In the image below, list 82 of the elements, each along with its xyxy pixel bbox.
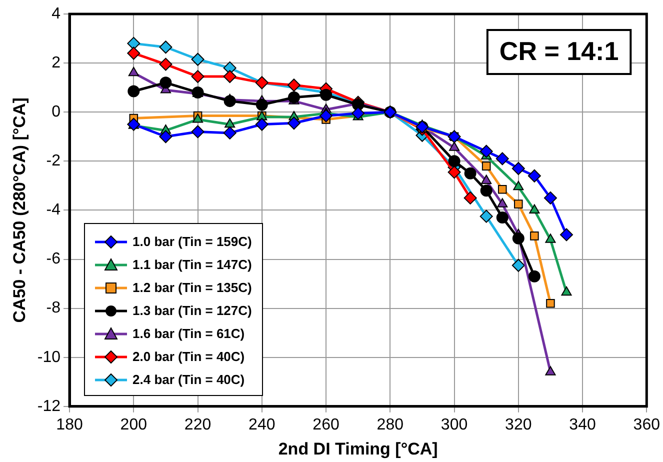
point bbox=[191, 70, 204, 84]
y-tick-label: 0 bbox=[52, 104, 61, 121]
x-tick-label: 240 bbox=[248, 416, 276, 434]
point bbox=[498, 184, 507, 194]
legend-label: 1.0 bar (Tin = 159C) bbox=[132, 234, 252, 250]
legend-label: 2.0 bar (Tin = 40C) bbox=[132, 349, 245, 364]
point bbox=[192, 113, 204, 123]
point bbox=[496, 152, 509, 166]
legend-label: 1.3 bar (Tin = 127C) bbox=[132, 303, 252, 318]
point bbox=[546, 299, 555, 308]
point bbox=[545, 234, 556, 243]
point bbox=[496, 212, 508, 224]
y-tick-label: 4 bbox=[52, 5, 61, 22]
legend-label: 1.6 bar (Tin = 61C) bbox=[132, 326, 245, 342]
point bbox=[512, 258, 525, 272]
point bbox=[448, 155, 460, 168]
y-axis-title: CA50 - CA50 (280°CA) [°CA] bbox=[10, 98, 29, 323]
point bbox=[480, 184, 492, 197]
point bbox=[545, 366, 556, 376]
x-tick-label: 180 bbox=[56, 416, 83, 434]
point bbox=[482, 162, 491, 170]
y-tick-label: 2 bbox=[52, 54, 61, 72]
point bbox=[561, 286, 572, 296]
point bbox=[159, 58, 172, 71]
x-tick-label: 260 bbox=[312, 416, 340, 434]
point bbox=[512, 162, 525, 176]
point bbox=[528, 169, 541, 182]
point bbox=[159, 40, 172, 54]
point bbox=[449, 142, 460, 151]
point bbox=[287, 116, 300, 130]
point bbox=[159, 130, 172, 144]
point bbox=[514, 200, 523, 208]
point bbox=[224, 118, 236, 128]
point bbox=[223, 70, 236, 84]
x-tick-label: 300 bbox=[440, 416, 468, 434]
point bbox=[544, 191, 557, 204]
y-tick-label: -2 bbox=[46, 152, 61, 170]
point bbox=[529, 204, 540, 214]
x-tick-label: 320 bbox=[505, 416, 532, 434]
point bbox=[497, 198, 508, 208]
point bbox=[464, 191, 477, 204]
y-tick-label: -6 bbox=[46, 250, 61, 268]
point bbox=[448, 166, 461, 179]
point bbox=[528, 270, 540, 282]
legend-label: 2.4 bar (Tin = 40C) bbox=[132, 372, 245, 388]
point bbox=[128, 85, 140, 98]
point bbox=[128, 66, 139, 76]
point bbox=[160, 76, 172, 89]
point bbox=[191, 52, 204, 66]
point bbox=[255, 118, 268, 131]
x-tick-label: 280 bbox=[376, 416, 404, 434]
y-tick-label: -8 bbox=[46, 300, 61, 317]
point bbox=[191, 125, 204, 138]
point bbox=[480, 210, 493, 223]
legend-label: 1.2 bar (Tin = 135C) bbox=[132, 280, 252, 296]
point bbox=[127, 46, 140, 60]
legend-label: 1.1 bar (Tin = 147C) bbox=[132, 257, 252, 272]
point bbox=[320, 88, 332, 101]
point bbox=[320, 109, 333, 122]
point bbox=[288, 91, 300, 104]
point bbox=[480, 144, 493, 158]
point bbox=[287, 78, 300, 92]
x-tick-label: 200 bbox=[120, 416, 148, 434]
y-tick-label: -10 bbox=[37, 348, 61, 366]
x-tick-label: 360 bbox=[633, 416, 660, 434]
x-tick-label: 220 bbox=[184, 416, 212, 434]
point bbox=[223, 126, 236, 140]
point bbox=[256, 98, 268, 111]
point bbox=[464, 167, 476, 180]
point bbox=[481, 174, 492, 184]
y-tick-label: -4 bbox=[46, 202, 61, 219]
point bbox=[224, 95, 236, 108]
y-tick-label: -12 bbox=[37, 398, 61, 415]
point bbox=[512, 232, 524, 244]
x-axis-title: 2nd DI Timing [°CA] bbox=[278, 439, 438, 458]
point bbox=[127, 36, 140, 50]
point bbox=[530, 232, 539, 240]
point bbox=[352, 106, 365, 120]
point bbox=[513, 180, 524, 190]
annotation: CR = 14:1 bbox=[499, 36, 619, 66]
point bbox=[560, 228, 573, 242]
x-tick-label: 340 bbox=[569, 416, 596, 434]
